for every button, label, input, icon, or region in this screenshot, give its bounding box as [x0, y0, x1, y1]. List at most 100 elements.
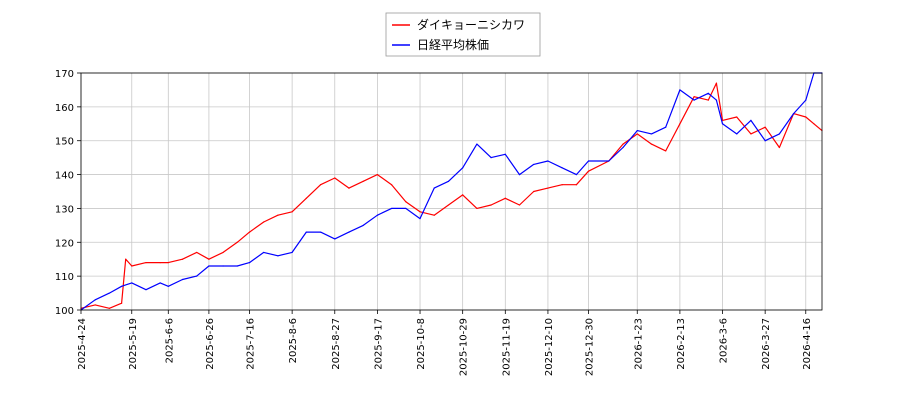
- series-2-point: [608, 160, 610, 162]
- series-1-point: [764, 126, 766, 128]
- series-2-point: [575, 173, 577, 176]
- series-1-point: [131, 265, 133, 267]
- x-tick-label: 2025-8-6: [288, 318, 299, 363]
- series-2-point: [362, 224, 364, 226]
- series-1-point: [447, 204, 450, 206]
- series-2-point: [405, 207, 407, 210]
- y-axis: 100 110 120 130 140 150 160 170: [55, 69, 81, 317]
- series-1-point: [159, 262, 161, 264]
- x-tick-label: 2025-12-30: [585, 318, 596, 376]
- series-1-point: [715, 82, 718, 84]
- series-1-point: [94, 304, 96, 306]
- x-tick-label: 2026-3-27: [761, 318, 772, 370]
- series-2-point: [679, 89, 681, 91]
- series-2-point: [736, 133, 738, 135]
- series-2-point: [121, 285, 123, 287]
- series-2-point: [665, 126, 667, 128]
- series-1-point: [778, 146, 780, 149]
- series-1-point: [108, 307, 111, 309]
- series-2-point: [391, 207, 393, 210]
- series-1-point: [236, 241, 238, 243]
- series-1-point: [121, 302, 123, 304]
- series-2-point: [764, 140, 766, 142]
- x-tick-label: 2025-4-24: [77, 318, 88, 370]
- series-2-point: [561, 167, 563, 169]
- series-2-point: [518, 173, 521, 176]
- series-2-point: [159, 282, 161, 284]
- series-1-point: [650, 143, 653, 145]
- x-tick-label: 2025-8-27: [331, 318, 342, 370]
- y-tick-label: 100: [55, 306, 74, 317]
- series-2-point: [248, 262, 251, 264]
- x-axis: 2025-4-24 2025-5-19 2025-6-6 2025-6-26 2025-…: [77, 310, 813, 376]
- series-1-point: [125, 258, 127, 260]
- x-tick-label: 2025-11-19: [501, 318, 512, 376]
- series-1-point: [805, 116, 807, 118]
- series-2-point: [305, 231, 307, 233]
- x-tick-label: 2025-12-10: [544, 318, 555, 376]
- x-tick-label: 2026-1-23: [633, 318, 644, 370]
- series-2-point: [622, 146, 624, 149]
- series-1-point: [750, 133, 752, 135]
- series-line-2: [80, 72, 822, 311]
- x-tick-label: 2025-6-6: [164, 318, 175, 363]
- series-2-point: [145, 289, 147, 291]
- series-2-point: [490, 157, 492, 159]
- series-1-point: [145, 262, 147, 264]
- series-2-point: [236, 265, 238, 267]
- series-1-point: [561, 184, 563, 186]
- x-tick-label: 2025-10-8: [416, 318, 427, 370]
- series-2-point: [334, 238, 336, 240]
- series-2-point: [208, 265, 210, 267]
- series-2-point: [433, 187, 435, 189]
- series-1-point: [391, 184, 393, 186]
- x-tick-label: 2026-2-13: [676, 318, 687, 370]
- series-1-point: [707, 99, 709, 101]
- y-tick-label: 110: [55, 272, 74, 283]
- x-tick-label: 2025-7-16: [246, 318, 257, 370]
- series-1-point: [736, 116, 738, 118]
- series-2-point: [650, 133, 653, 135]
- series-2-point: [805, 99, 807, 101]
- series-1-point: [291, 211, 293, 213]
- series-2-point: [277, 255, 279, 257]
- series-1-point: [679, 123, 681, 125]
- series-2-point: [131, 282, 133, 284]
- series-1-point: [376, 173, 378, 176]
- x-tick-label: 2025-10-29: [459, 318, 470, 376]
- legend-label-series-1: ダイキョーニシカワ: [417, 17, 525, 32]
- series-2-point: [94, 299, 96, 301]
- y-tick-label: 160: [55, 103, 74, 114]
- series-1-point: [334, 177, 336, 179]
- series-1-point: [693, 96, 695, 98]
- series-1-point: [167, 262, 169, 264]
- series-1-point: [490, 204, 492, 206]
- series-2-point: [721, 123, 724, 125]
- series-2-point: [533, 163, 535, 166]
- series-1-point: [305, 197, 307, 199]
- series-1-point: [348, 187, 350, 189]
- series-1-point: [248, 231, 251, 233]
- series-2-point: [263, 251, 265, 254]
- series-2-point: [222, 265, 224, 267]
- series-2-point: [693, 99, 695, 101]
- series-1-point: [665, 150, 667, 152]
- series-1-point: [575, 184, 577, 186]
- x-tick-label: 2026-3-6: [719, 318, 730, 363]
- series-2-point: [504, 153, 506, 155]
- series-2-point: [419, 217, 421, 220]
- series-2-point: [750, 119, 752, 121]
- plot-frame: [80, 72, 823, 311]
- series-1-point: [462, 194, 464, 196]
- series-1-point: [476, 207, 478, 210]
- series-2-point: [291, 251, 293, 254]
- y-tick-label: 170: [55, 69, 74, 80]
- series-1-point: [263, 221, 265, 223]
- series-1-point: [504, 197, 506, 199]
- series-1-point: [433, 214, 435, 216]
- series-layer: [80, 72, 823, 311]
- x-tick-label: 2026-4-16: [802, 318, 813, 370]
- series-1-point: [208, 258, 210, 260]
- series-2-point: [181, 278, 184, 281]
